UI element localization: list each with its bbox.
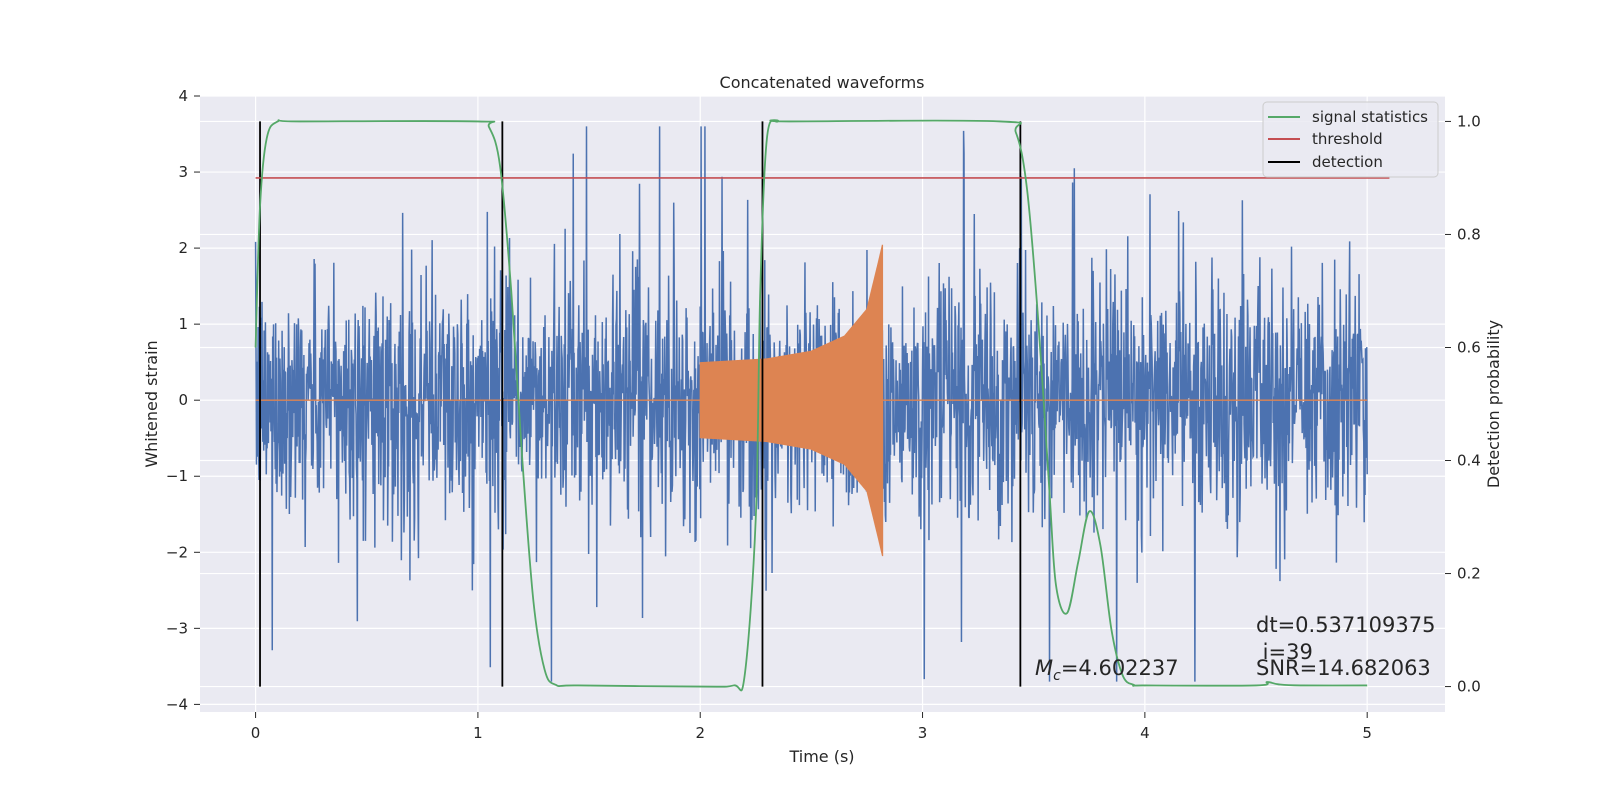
y-left-tick-label: −2 bbox=[166, 543, 188, 561]
annotation-dt: dt=0.537109375 bbox=[1256, 613, 1435, 637]
legend-label-detection: detection bbox=[1312, 153, 1383, 171]
annotation-chirp-mass-value: =4.602237 bbox=[1061, 656, 1179, 680]
y-left-tick-label: 1 bbox=[178, 315, 188, 333]
y-right-axis-ticks: 1.0 0.8 0.6 0.4 0.2 0.0 bbox=[1445, 112, 1481, 696]
x-tick-label: 5 bbox=[1362, 724, 1372, 742]
annotation-index: i=39 bbox=[1256, 640, 1313, 664]
y-right-tick-label: 0.4 bbox=[1457, 452, 1481, 470]
y-right-tick-label: 1.0 bbox=[1457, 112, 1481, 130]
y-left-tick-label: 0 bbox=[178, 391, 188, 409]
annotation-chirp-mass: Mc=4.602237 bbox=[1035, 656, 1179, 684]
y-left-tick-label: 4 bbox=[178, 87, 188, 105]
plot-area bbox=[254, 119, 1390, 692]
legend-label-signal-statistics: signal statistics bbox=[1312, 108, 1428, 126]
x-axis-label: Time (s) bbox=[788, 747, 854, 766]
x-axis-ticks: 0 1 2 3 4 5 bbox=[251, 712, 1372, 742]
y-left-axis-label: Whitened strain bbox=[142, 340, 161, 467]
annotations: dt=0.537109375 i=39 SNR=14.682063 Mc=4.6… bbox=[1035, 613, 1435, 684]
annotation-chirp-mass-symbol: M bbox=[1035, 656, 1053, 680]
chart-title: Concatenated waveforms bbox=[720, 73, 925, 92]
series-injected-waveform bbox=[255, 244, 1368, 557]
x-tick-label: 2 bbox=[695, 724, 705, 742]
x-tick-label: 1 bbox=[473, 724, 483, 742]
annotation-chirp-mass-sub: c bbox=[1053, 668, 1061, 684]
y-right-tick-label: 0.0 bbox=[1457, 678, 1481, 696]
x-tick-label: 3 bbox=[918, 724, 928, 742]
y-left-tick-label: −4 bbox=[166, 695, 188, 713]
y-right-axis-label: Detection probability bbox=[1484, 320, 1503, 488]
y-left-tick-label: 3 bbox=[178, 163, 188, 181]
series-signal-statistics bbox=[254, 119, 1368, 692]
x-tick-label: 4 bbox=[1140, 724, 1150, 742]
y-left-tick-label: −1 bbox=[166, 467, 188, 485]
x-tick-label: 0 bbox=[251, 724, 261, 742]
legend-box bbox=[1262, 101, 1439, 178]
y-right-tick-label: 0.8 bbox=[1457, 225, 1481, 243]
y-left-axis-ticks: 4 3 2 1 0 −1 −2 −3 −4 bbox=[166, 87, 200, 713]
annotation-snr: SNR=14.682063 bbox=[1256, 656, 1431, 680]
legend: signal statistics threshold detection bbox=[1262, 101, 1439, 178]
y-left-tick-label: 2 bbox=[178, 239, 188, 257]
y-left-tick-label: −3 bbox=[166, 619, 188, 637]
legend-label-threshold: threshold bbox=[1312, 130, 1383, 148]
y-right-tick-label: 0.6 bbox=[1457, 338, 1481, 356]
y-right-tick-label: 0.2 bbox=[1457, 565, 1481, 583]
